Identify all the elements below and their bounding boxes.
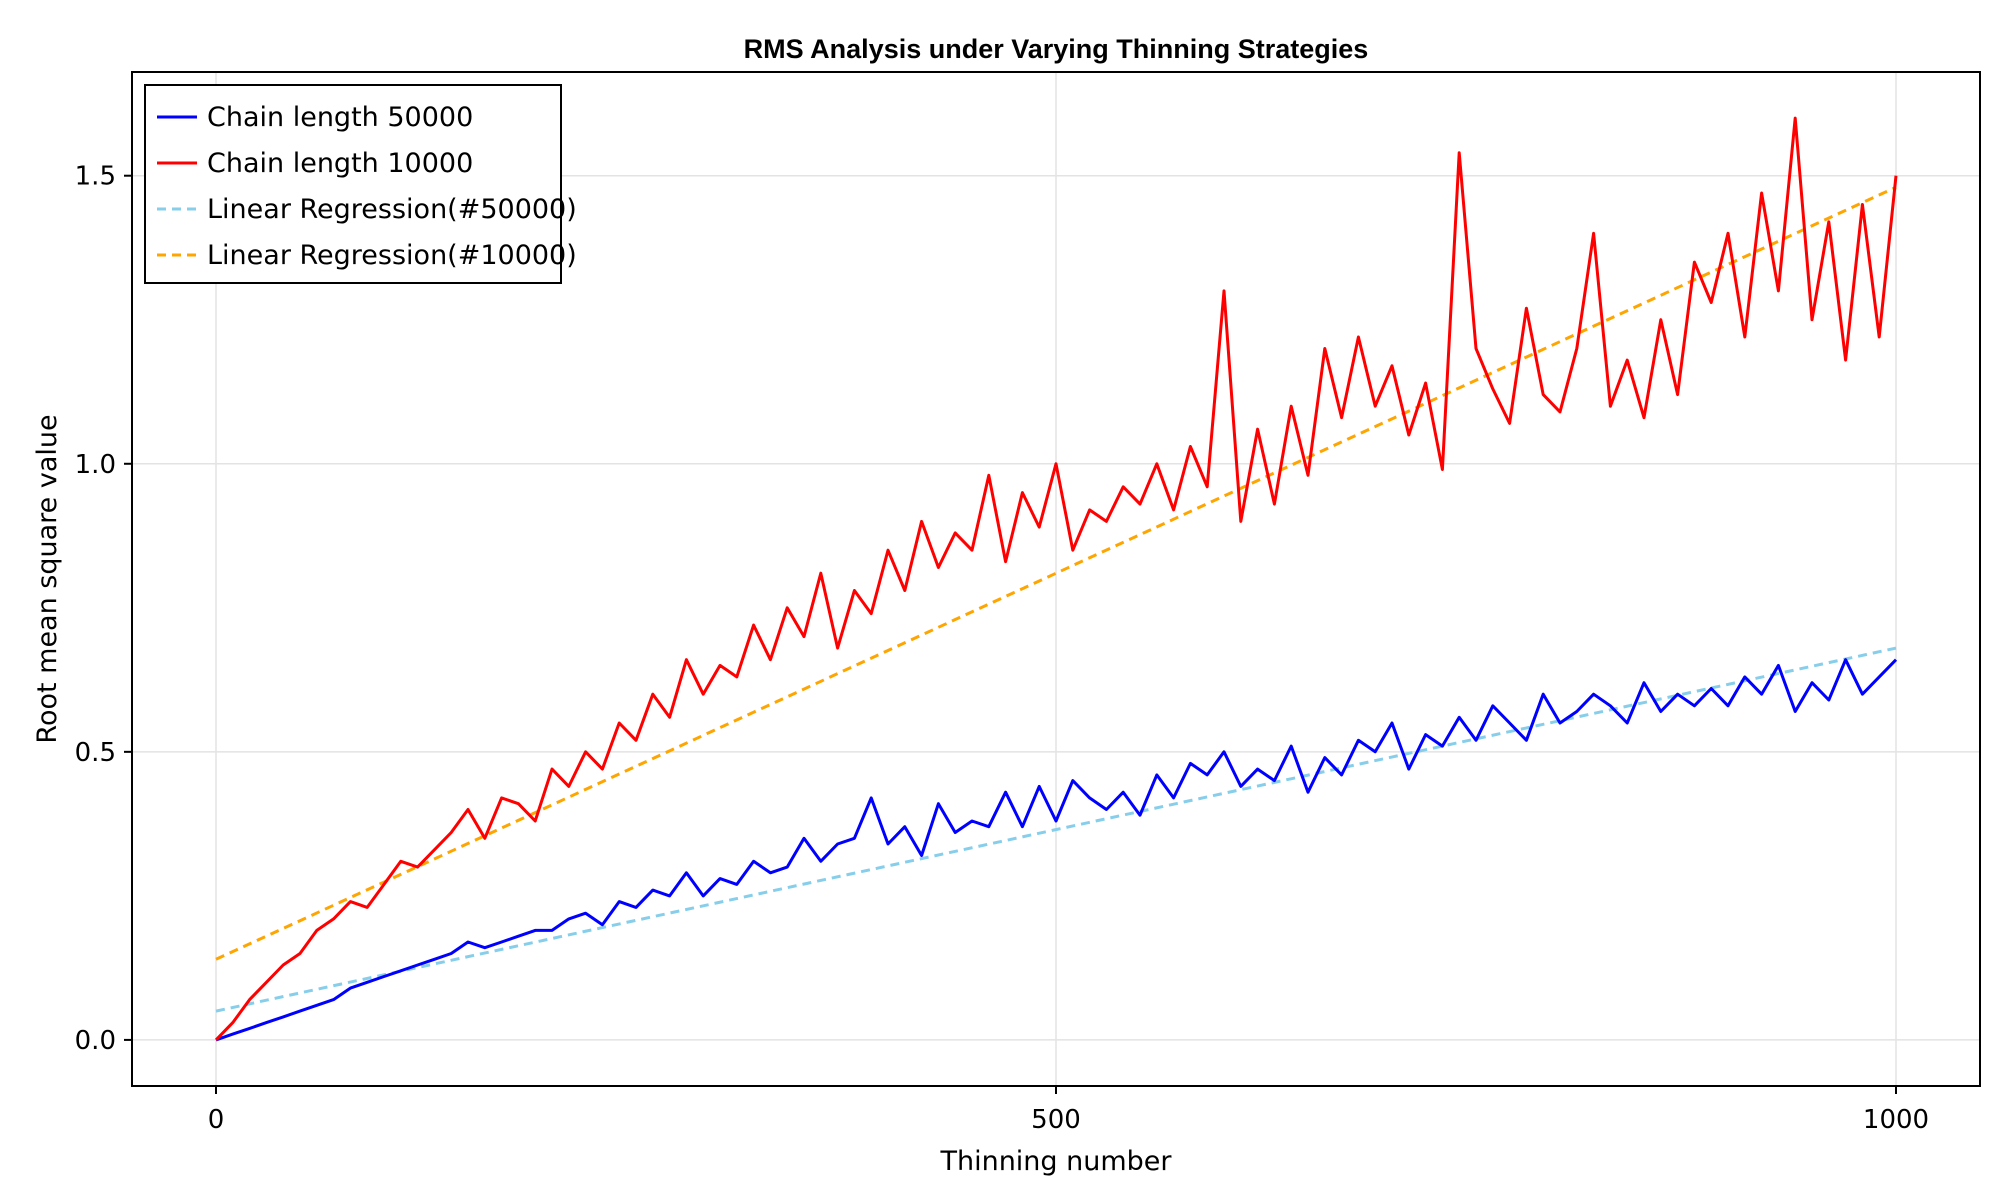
series-layer bbox=[214, 116, 1898, 1042]
x-tick-label: 500 bbox=[1031, 1105, 1081, 1135]
legend-label-1: Chain length 10000 bbox=[207, 148, 473, 179]
legend-label-0: Chain length 50000 bbox=[207, 102, 473, 133]
series-line-1 bbox=[214, 116, 1898, 1041]
x-axis-label: Thinning number bbox=[939, 1146, 1172, 1177]
series-line-3 bbox=[215, 185, 1897, 961]
y-axis-label: Root mean square value bbox=[32, 414, 63, 743]
y-tick-label: 1.0 bbox=[75, 450, 116, 480]
y-tick-label: 0.0 bbox=[75, 1026, 116, 1056]
ticks: 0 500 1000 0.0 0.5 1.0 1.5 bbox=[75, 162, 1929, 1135]
series-line-0 bbox=[215, 658, 1898, 1042]
y-tick-label: 0.5 bbox=[75, 738, 116, 768]
y-tick-label: 1.5 bbox=[75, 162, 116, 192]
x-tick-label: 1000 bbox=[1863, 1105, 1929, 1135]
legend-box bbox=[144, 84, 562, 284]
legend: Chain length 50000 Chain length 10000 Line… bbox=[144, 84, 577, 284]
legend-label-3: Linear Regression(#10000) bbox=[207, 240, 577, 271]
series-line-2 bbox=[215, 646, 1897, 1013]
x-tick-label: 0 bbox=[208, 1105, 225, 1135]
chart-title: RMS Analysis under Varying Thinning Stra… bbox=[744, 34, 1369, 64]
legend-label-2: Linear Regression(#50000) bbox=[207, 194, 577, 225]
